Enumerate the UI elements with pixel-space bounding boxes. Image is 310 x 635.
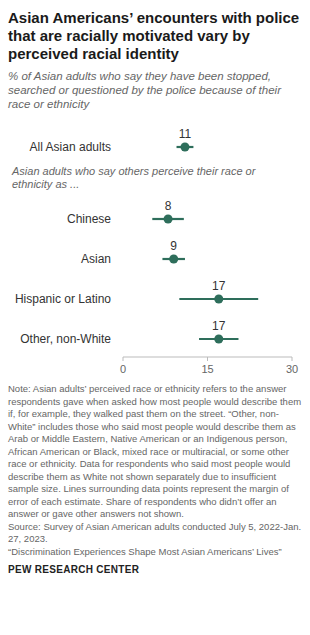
category-label: Asian bbox=[81, 252, 111, 266]
dot bbox=[169, 255, 178, 264]
category-label: Other, non-White bbox=[20, 332, 111, 346]
x-tick bbox=[123, 357, 124, 361]
x-tick-label: 0 bbox=[120, 363, 126, 375]
dot bbox=[214, 295, 223, 304]
publisher: PEW RESEARCH CENTER bbox=[8, 563, 302, 576]
marks bbox=[152, 143, 258, 344]
subtitle: % of Asian adults who say they have been… bbox=[8, 69, 302, 111]
dot bbox=[180, 143, 189, 152]
dot bbox=[164, 215, 173, 224]
group-label-line: ethnicity as ... bbox=[12, 178, 79, 190]
data-label: 9 bbox=[170, 239, 177, 253]
dot bbox=[214, 335, 223, 344]
report: “Discrimination Experiences Shape Most A… bbox=[8, 546, 302, 559]
x-tick bbox=[207, 357, 208, 361]
category-label: All Asian adults bbox=[30, 140, 111, 154]
category-label: Hispanic or Latino bbox=[15, 292, 111, 306]
note: Note: Asian adults’ perceived race or et… bbox=[8, 383, 302, 521]
data-label: 8 bbox=[165, 199, 172, 213]
data-label: 17 bbox=[212, 319, 226, 333]
chart-root: Asian Americans’ encounters with police … bbox=[0, 0, 310, 576]
source: Source: Survey of Asian American adults … bbox=[8, 521, 302, 546]
x-tick bbox=[292, 357, 293, 361]
x-tick-label: 15 bbox=[201, 363, 213, 375]
group-label: Asian adults who say others perceive the… bbox=[11, 165, 257, 190]
plot: Asian adults who say others perceive the… bbox=[8, 117, 302, 379]
data-label: 17 bbox=[212, 279, 226, 293]
group-label-line: Asian adults who say others perceive the… bbox=[11, 165, 257, 177]
category-label: Chinese bbox=[67, 212, 111, 226]
x-tick-label: 30 bbox=[286, 363, 298, 375]
title: Asian Americans’ encounters with police … bbox=[8, 9, 302, 63]
data-label: 11 bbox=[179, 127, 192, 141]
